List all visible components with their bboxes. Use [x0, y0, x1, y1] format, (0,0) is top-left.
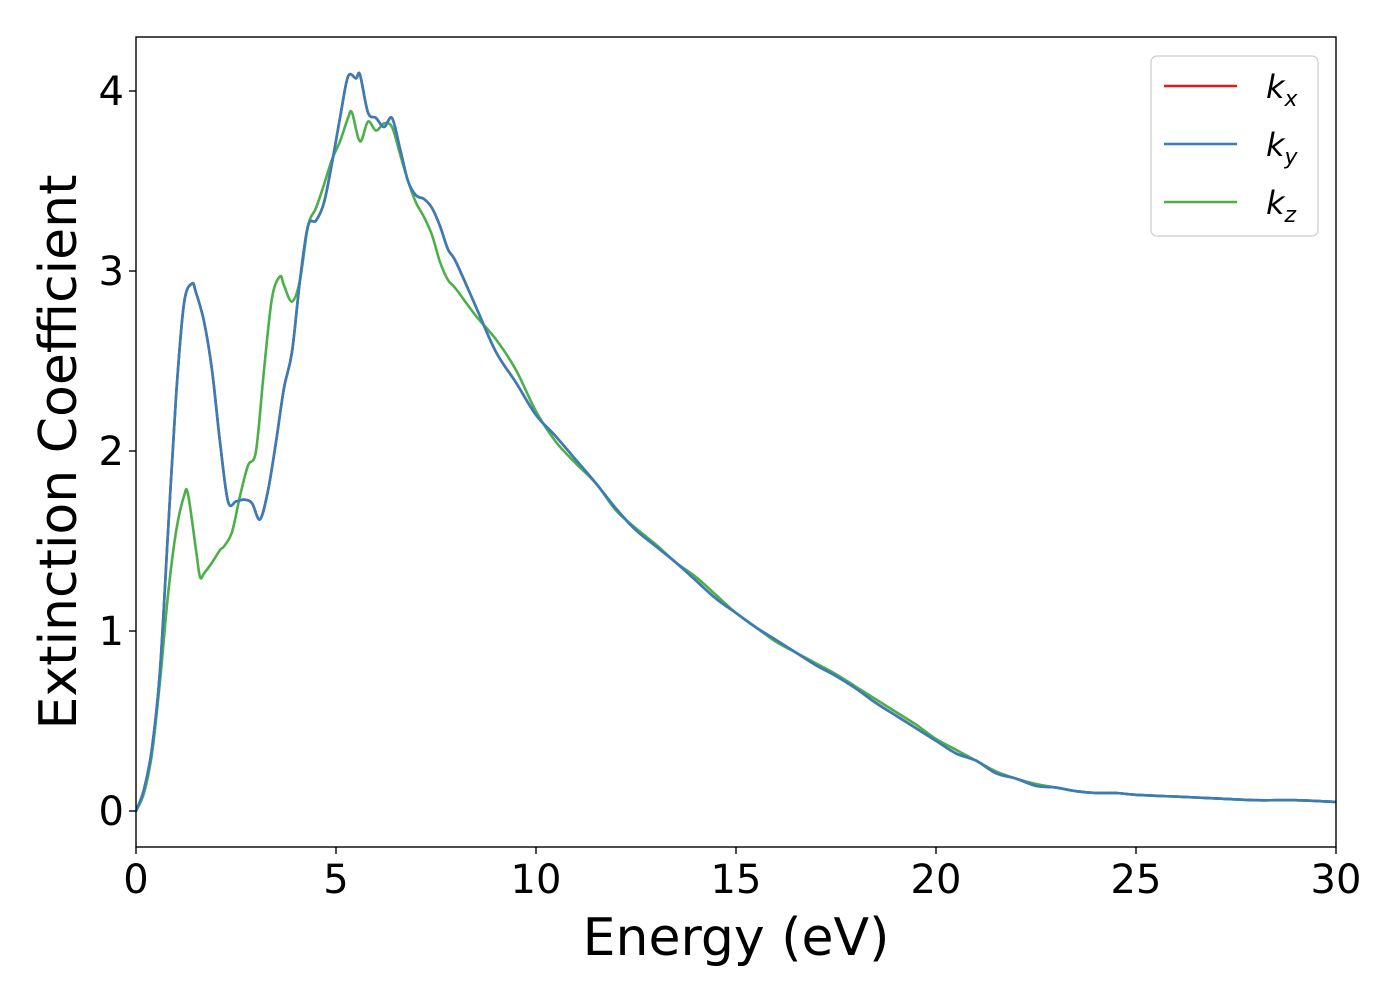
- x-axis-ticks: 0 5 10 15 20 25 30: [123, 847, 1361, 903]
- x-axis-label: Energy (eV): [583, 908, 890, 968]
- legend-label: kz: [1266, 184, 1297, 228]
- legend-item-y: ky: [1164, 126, 1299, 170]
- y-tick-label: 1: [99, 609, 124, 655]
- y-tick-label: 2: [99, 429, 124, 475]
- y-axis-ticks: 0 1 2 3 4: [99, 69, 136, 835]
- series-line-z: [136, 109, 1336, 813]
- legend-item-z: kz: [1164, 184, 1297, 228]
- x-tick-label: 30: [1311, 857, 1362, 903]
- y-axis-label: Extinction Coefficient: [29, 175, 89, 730]
- legend-label: kx: [1266, 68, 1299, 112]
- y-tick-label: 4: [99, 69, 124, 115]
- legend-item-x: kx: [1164, 68, 1299, 112]
- x-tick-label: 5: [323, 857, 348, 903]
- x-tick-label: 20: [911, 857, 962, 903]
- x-tick-label: 10: [511, 857, 562, 903]
- series-line-y: [136, 71, 1336, 813]
- x-tick-label: 25: [1111, 857, 1162, 903]
- x-tick-label: 15: [711, 857, 762, 903]
- y-tick-label: 3: [99, 249, 124, 295]
- legend-box: [1150, 55, 1319, 237]
- y-tick-label: 0: [99, 789, 124, 835]
- legend: kx ky kz: [1150, 55, 1319, 237]
- legend-label: ky: [1266, 126, 1299, 170]
- x-tick-label: 0: [123, 857, 148, 903]
- series-layer: [136, 71, 1336, 813]
